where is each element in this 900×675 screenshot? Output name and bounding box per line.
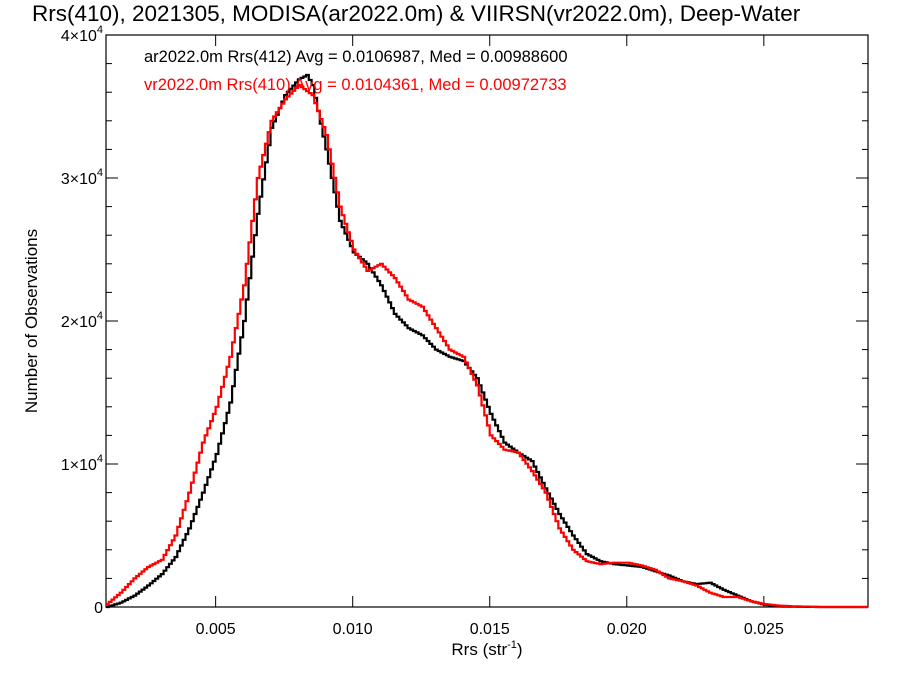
y-tick-label: 2×104 [61,310,103,331]
y-tick-label: 4×104 [61,24,103,45]
series-line-viirsn [106,84,868,609]
x-tick-label: 0.015 [470,621,510,638]
plot-frame [105,34,869,608]
legend-entry: ar2022.0m Rrs(412) Avg = 0.0106987, Med … [144,48,568,66]
y-axis: 0 1×104 2×104 3×104 4×104 [61,24,868,617]
x-tick-label: 0.010 [333,621,373,638]
chart-title: Rrs(410), 2021305, MODISA(ar2022.0m) & V… [32,1,801,26]
legend-entry: vr2022.0m Rrs(410) Avg = 0.0104361, Med … [144,76,567,94]
series-line-modisa [106,73,868,609]
x-tick-label: 0.025 [744,621,784,638]
series-layer [106,73,868,609]
legend: ar2022.0m Rrs(412) Avg = 0.0106987, Med … [144,48,568,94]
x-axis: 0.005 0.010 0.015 0.020 0.025 [196,35,784,638]
y-tick-label: 1×104 [61,453,103,474]
y-tick-label: 3×104 [61,167,103,188]
x-tick-label: 0.020 [607,621,647,638]
y-axis-label: Number of Observations [22,229,41,413]
x-tick-label: 0.005 [196,621,236,638]
x-axis-label: Rrs (str-1) [451,639,522,659]
y-tick-label: 0 [94,600,103,617]
